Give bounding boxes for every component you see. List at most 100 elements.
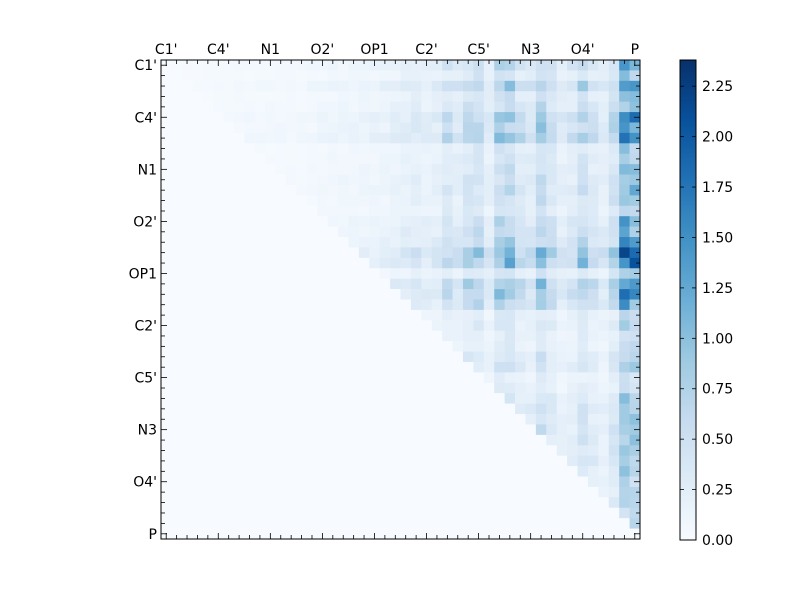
heatmap-cell bbox=[587, 91, 599, 102]
heatmap-cell bbox=[462, 424, 474, 436]
heatmap-cell bbox=[275, 174, 287, 186]
heatmap-cell bbox=[619, 518, 630, 529]
heatmap-cell bbox=[577, 330, 589, 342]
heatmap-cell bbox=[535, 476, 547, 488]
heatmap-cell bbox=[473, 330, 485, 342]
heatmap-cell bbox=[244, 309, 256, 321]
heatmap-cell bbox=[223, 455, 235, 467]
heatmap-cell bbox=[171, 174, 183, 186]
heatmap-cell bbox=[317, 351, 328, 363]
heatmap-cell bbox=[265, 184, 276, 196]
heatmap-cell bbox=[587, 361, 599, 373]
heatmap-cell bbox=[473, 205, 485, 217]
heatmap-cell bbox=[462, 393, 474, 404]
heatmap-cell bbox=[442, 434, 453, 446]
heatmap-cell bbox=[421, 278, 433, 290]
heatmap-cell bbox=[515, 466, 526, 477]
heatmap-cell bbox=[192, 80, 203, 92]
heatmap-cell bbox=[223, 466, 235, 477]
heatmap-cell bbox=[494, 226, 505, 238]
heatmap-cell bbox=[161, 403, 172, 415]
heatmap-cell bbox=[494, 414, 505, 425]
heatmap-cell bbox=[296, 414, 308, 425]
heatmap-cell bbox=[338, 403, 349, 415]
heatmap-cell bbox=[400, 205, 412, 217]
heatmap-cell bbox=[587, 143, 599, 155]
heatmap-cell bbox=[317, 237, 328, 248]
heatmap-cell bbox=[317, 341, 328, 352]
heatmap-cell bbox=[192, 518, 203, 529]
heatmap-cell bbox=[515, 268, 526, 280]
heatmap-cell bbox=[504, 320, 516, 332]
heatmap-cell bbox=[327, 174, 339, 186]
heatmap-cell bbox=[546, 341, 558, 352]
heatmap-cell bbox=[254, 268, 266, 280]
heatmap-cell bbox=[473, 122, 485, 134]
heatmap-cell bbox=[556, 341, 568, 352]
heatmap-cell bbox=[525, 434, 537, 446]
heatmap-cell bbox=[181, 247, 193, 259]
heatmap-cell bbox=[171, 309, 183, 321]
heatmap-cell bbox=[608, 101, 620, 113]
heatmap-cell bbox=[629, 309, 641, 321]
heatmap-cell bbox=[358, 80, 370, 92]
heatmap-cell bbox=[442, 112, 453, 123]
y-tick-label: O2' bbox=[133, 214, 157, 230]
heatmap-cell bbox=[483, 518, 495, 529]
heatmap-cell bbox=[358, 466, 370, 477]
heatmap-cell bbox=[442, 486, 453, 498]
heatmap-cell bbox=[317, 403, 328, 415]
heatmap-cell bbox=[525, 466, 537, 477]
heatmap-cell bbox=[223, 393, 235, 404]
heatmap-cell bbox=[587, 112, 599, 123]
heatmap-cell bbox=[223, 330, 235, 342]
heatmap-cell bbox=[192, 382, 203, 394]
heatmap-cell bbox=[515, 351, 526, 363]
heatmap-cell bbox=[421, 445, 433, 457]
heatmap-cell bbox=[296, 205, 308, 217]
heatmap-cell bbox=[587, 278, 599, 290]
heatmap-cell bbox=[421, 393, 433, 404]
heatmap-cell bbox=[338, 528, 349, 540]
heatmap-cell bbox=[535, 382, 547, 394]
heatmap-cell bbox=[192, 216, 203, 227]
heatmap-cell bbox=[285, 466, 297, 477]
heatmap-cell bbox=[348, 205, 360, 217]
heatmap-cell bbox=[275, 122, 287, 134]
heatmap-cell bbox=[181, 101, 193, 113]
heatmap-cell bbox=[504, 403, 516, 415]
heatmap-cell bbox=[535, 361, 547, 373]
heatmap-cell bbox=[598, 476, 610, 488]
heatmap-cell bbox=[619, 80, 630, 92]
heatmap-cell bbox=[213, 309, 224, 321]
heatmap-cell bbox=[546, 216, 558, 227]
heatmap-cell bbox=[608, 184, 620, 196]
heatmap-cell bbox=[306, 361, 318, 373]
heatmap-cell bbox=[473, 80, 485, 92]
heatmap-cell bbox=[348, 341, 360, 352]
heatmap-cell bbox=[567, 101, 578, 113]
heatmap-cell bbox=[494, 299, 505, 311]
heatmap-cell bbox=[275, 445, 287, 457]
heatmap-cell bbox=[587, 330, 599, 342]
heatmap-cell bbox=[556, 122, 568, 134]
heatmap-cell bbox=[546, 507, 558, 519]
heatmap-cell bbox=[535, 205, 547, 217]
heatmap-cell bbox=[161, 237, 172, 248]
heatmap-cell bbox=[619, 393, 630, 404]
heatmap-cell bbox=[181, 132, 193, 144]
heatmap-cell bbox=[400, 184, 412, 196]
heatmap-cell bbox=[608, 424, 620, 436]
heatmap-cell bbox=[296, 257, 308, 269]
heatmap-cell bbox=[233, 184, 245, 196]
heatmap-cell bbox=[275, 466, 287, 477]
heatmap-cell bbox=[296, 445, 308, 457]
heatmap-cell bbox=[390, 330, 401, 342]
heatmap-cell bbox=[244, 403, 256, 415]
heatmap-cell bbox=[400, 278, 412, 290]
heatmap-cell bbox=[567, 268, 578, 280]
heatmap-cell bbox=[483, 195, 495, 207]
heatmap-cell bbox=[265, 382, 276, 394]
heatmap-cell bbox=[233, 476, 245, 488]
heatmap-cell bbox=[317, 122, 328, 134]
